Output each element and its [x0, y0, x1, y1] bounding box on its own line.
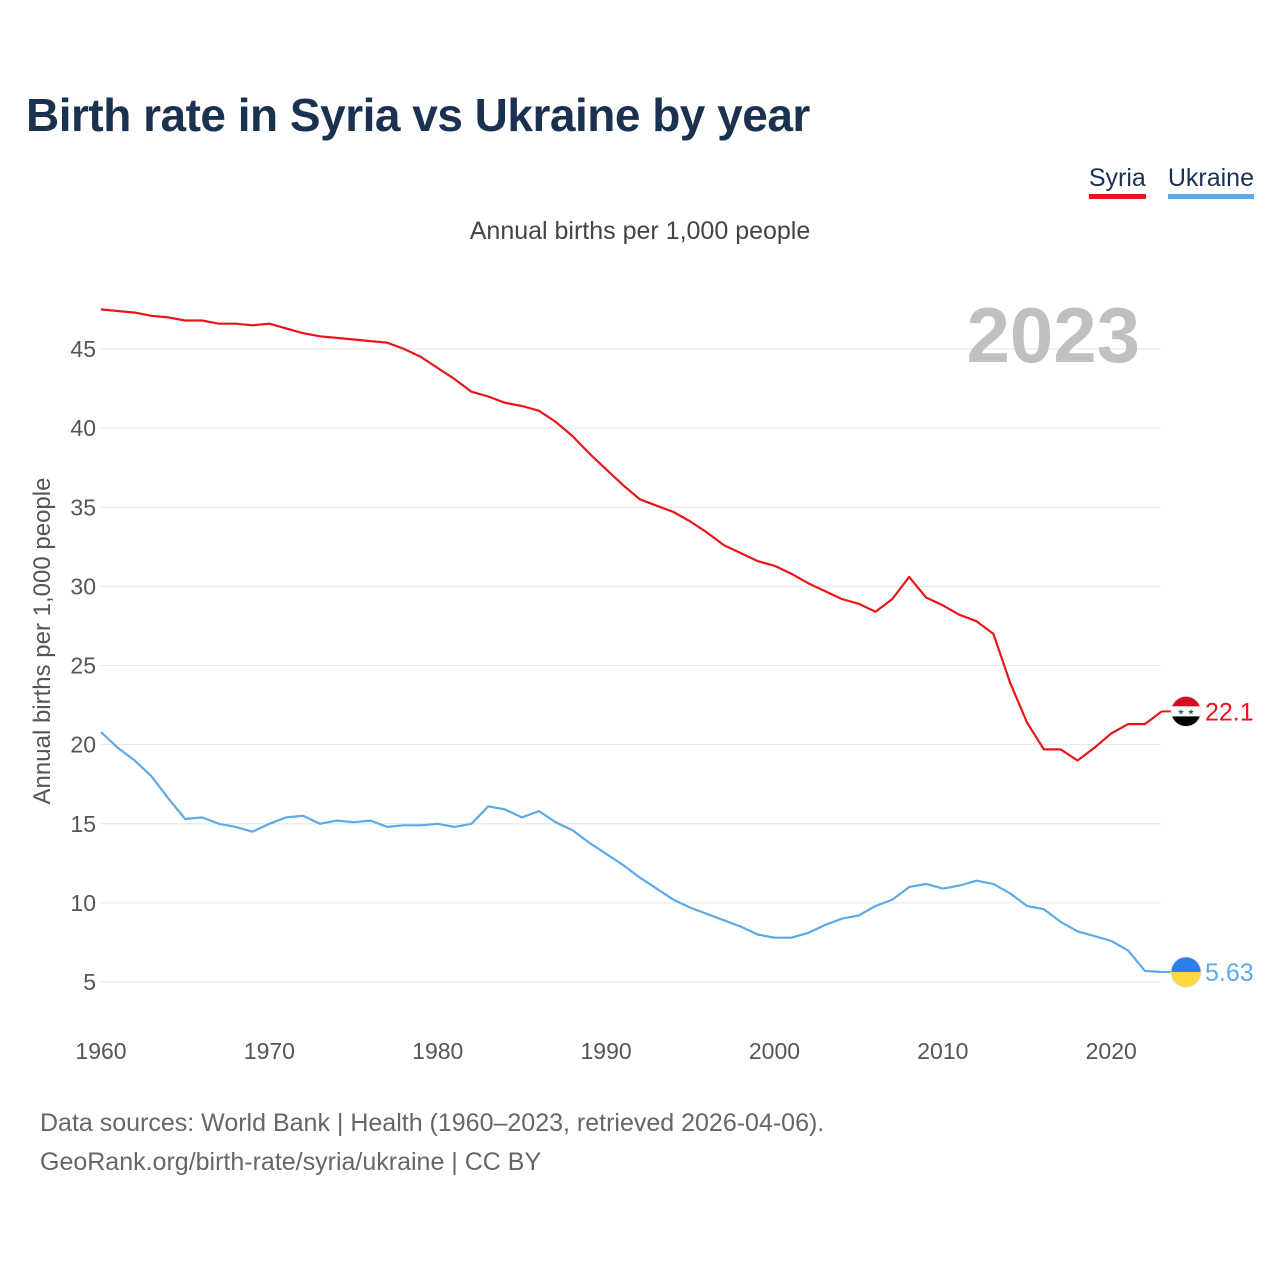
line-syria[interactable]	[100, 308, 1163, 762]
legend-item-ukraine[interactable]: Ukraine	[1167, 164, 1254, 199]
legend: Syria Ukraine	[1088, 164, 1254, 199]
flag-stripe-yellow	[1171, 972, 1201, 988]
ukraine-flag-icon	[1170, 956, 1202, 988]
y-tick-label-40: 40	[70, 415, 96, 441]
flag-stripe-red	[1171, 696, 1201, 707]
flag-stripe-white	[1171, 706, 1201, 717]
flag-stripe-black	[1171, 716, 1201, 727]
x-axis-ticks: 1960 1970 1980 1990 2000 2010 2020	[75, 1038, 1136, 1064]
x-tick-label-1990: 1990	[581, 1038, 632, 1064]
flag-fill-syria: ★ ★	[1171, 696, 1201, 727]
y-tick-label-30: 30	[70, 573, 96, 599]
syria-flag-icon: ★ ★	[1170, 695, 1202, 727]
y-tick-label-20: 20	[70, 732, 96, 758]
flag-border-syria	[1170, 695, 1202, 727]
x-tick-label-2010: 2010	[917, 1038, 968, 1064]
series-ukraine: 5.63	[100, 731, 1254, 988]
series-syria: ★ ★ 22.1	[100, 308, 1254, 762]
legend-item-syria[interactable]: Syria	[1088, 164, 1146, 199]
series: ★ ★ 22.15.63	[100, 308, 1254, 988]
y-axis-label: Annual births per 1,000 people	[29, 478, 56, 805]
data-source: Data sources: World Bank | Health (1960–…	[40, 1104, 824, 1182]
x-tick-label-2020: 2020	[1086, 1038, 1137, 1064]
source-line-1: Data sources: World Bank | Health (1960–…	[40, 1109, 825, 1137]
flag-border-ukraine	[1170, 956, 1202, 988]
flag-stripe-blue	[1171, 957, 1201, 973]
end-value-label-syria: 22.1	[1205, 698, 1254, 726]
y-axis-ticks: 5 10 15 20 25 30 35 40 45	[70, 336, 96, 995]
chart-title: Birth rate in Syria vs Ukraine by year	[26, 89, 810, 141]
year-watermark: 2023	[966, 291, 1140, 379]
flag-star-icon: ★	[1187, 707, 1194, 716]
y-tick-label-25: 25	[70, 653, 96, 679]
flag-fill-ukraine	[1171, 957, 1201, 988]
y-tick-label-45: 45	[70, 336, 96, 362]
gridlines	[101, 348, 1161, 983]
x-tick-label-2000: 2000	[749, 1038, 800, 1064]
line-ukraine[interactable]	[100, 731, 1162, 974]
y-tick-label-15: 15	[70, 811, 96, 837]
flag-star-icon: ★	[1177, 707, 1184, 716]
end-value-label-ukraine: 5.63	[1205, 959, 1254, 987]
x-tick-label-1980: 1980	[412, 1038, 463, 1064]
x-tick-label-1960: 1960	[75, 1038, 126, 1064]
y-tick-label-10: 10	[70, 890, 96, 916]
x-tick-label-1970: 1970	[244, 1038, 295, 1064]
source-line-2[interactable]: GeoRank.org/birth-rate/syria/ukraine | C…	[40, 1148, 542, 1176]
chart-subtitle: Annual births per 1,000 people	[469, 217, 811, 245]
y-tick-label-5: 5	[83, 969, 96, 995]
y-tick-label-35: 35	[70, 494, 96, 520]
